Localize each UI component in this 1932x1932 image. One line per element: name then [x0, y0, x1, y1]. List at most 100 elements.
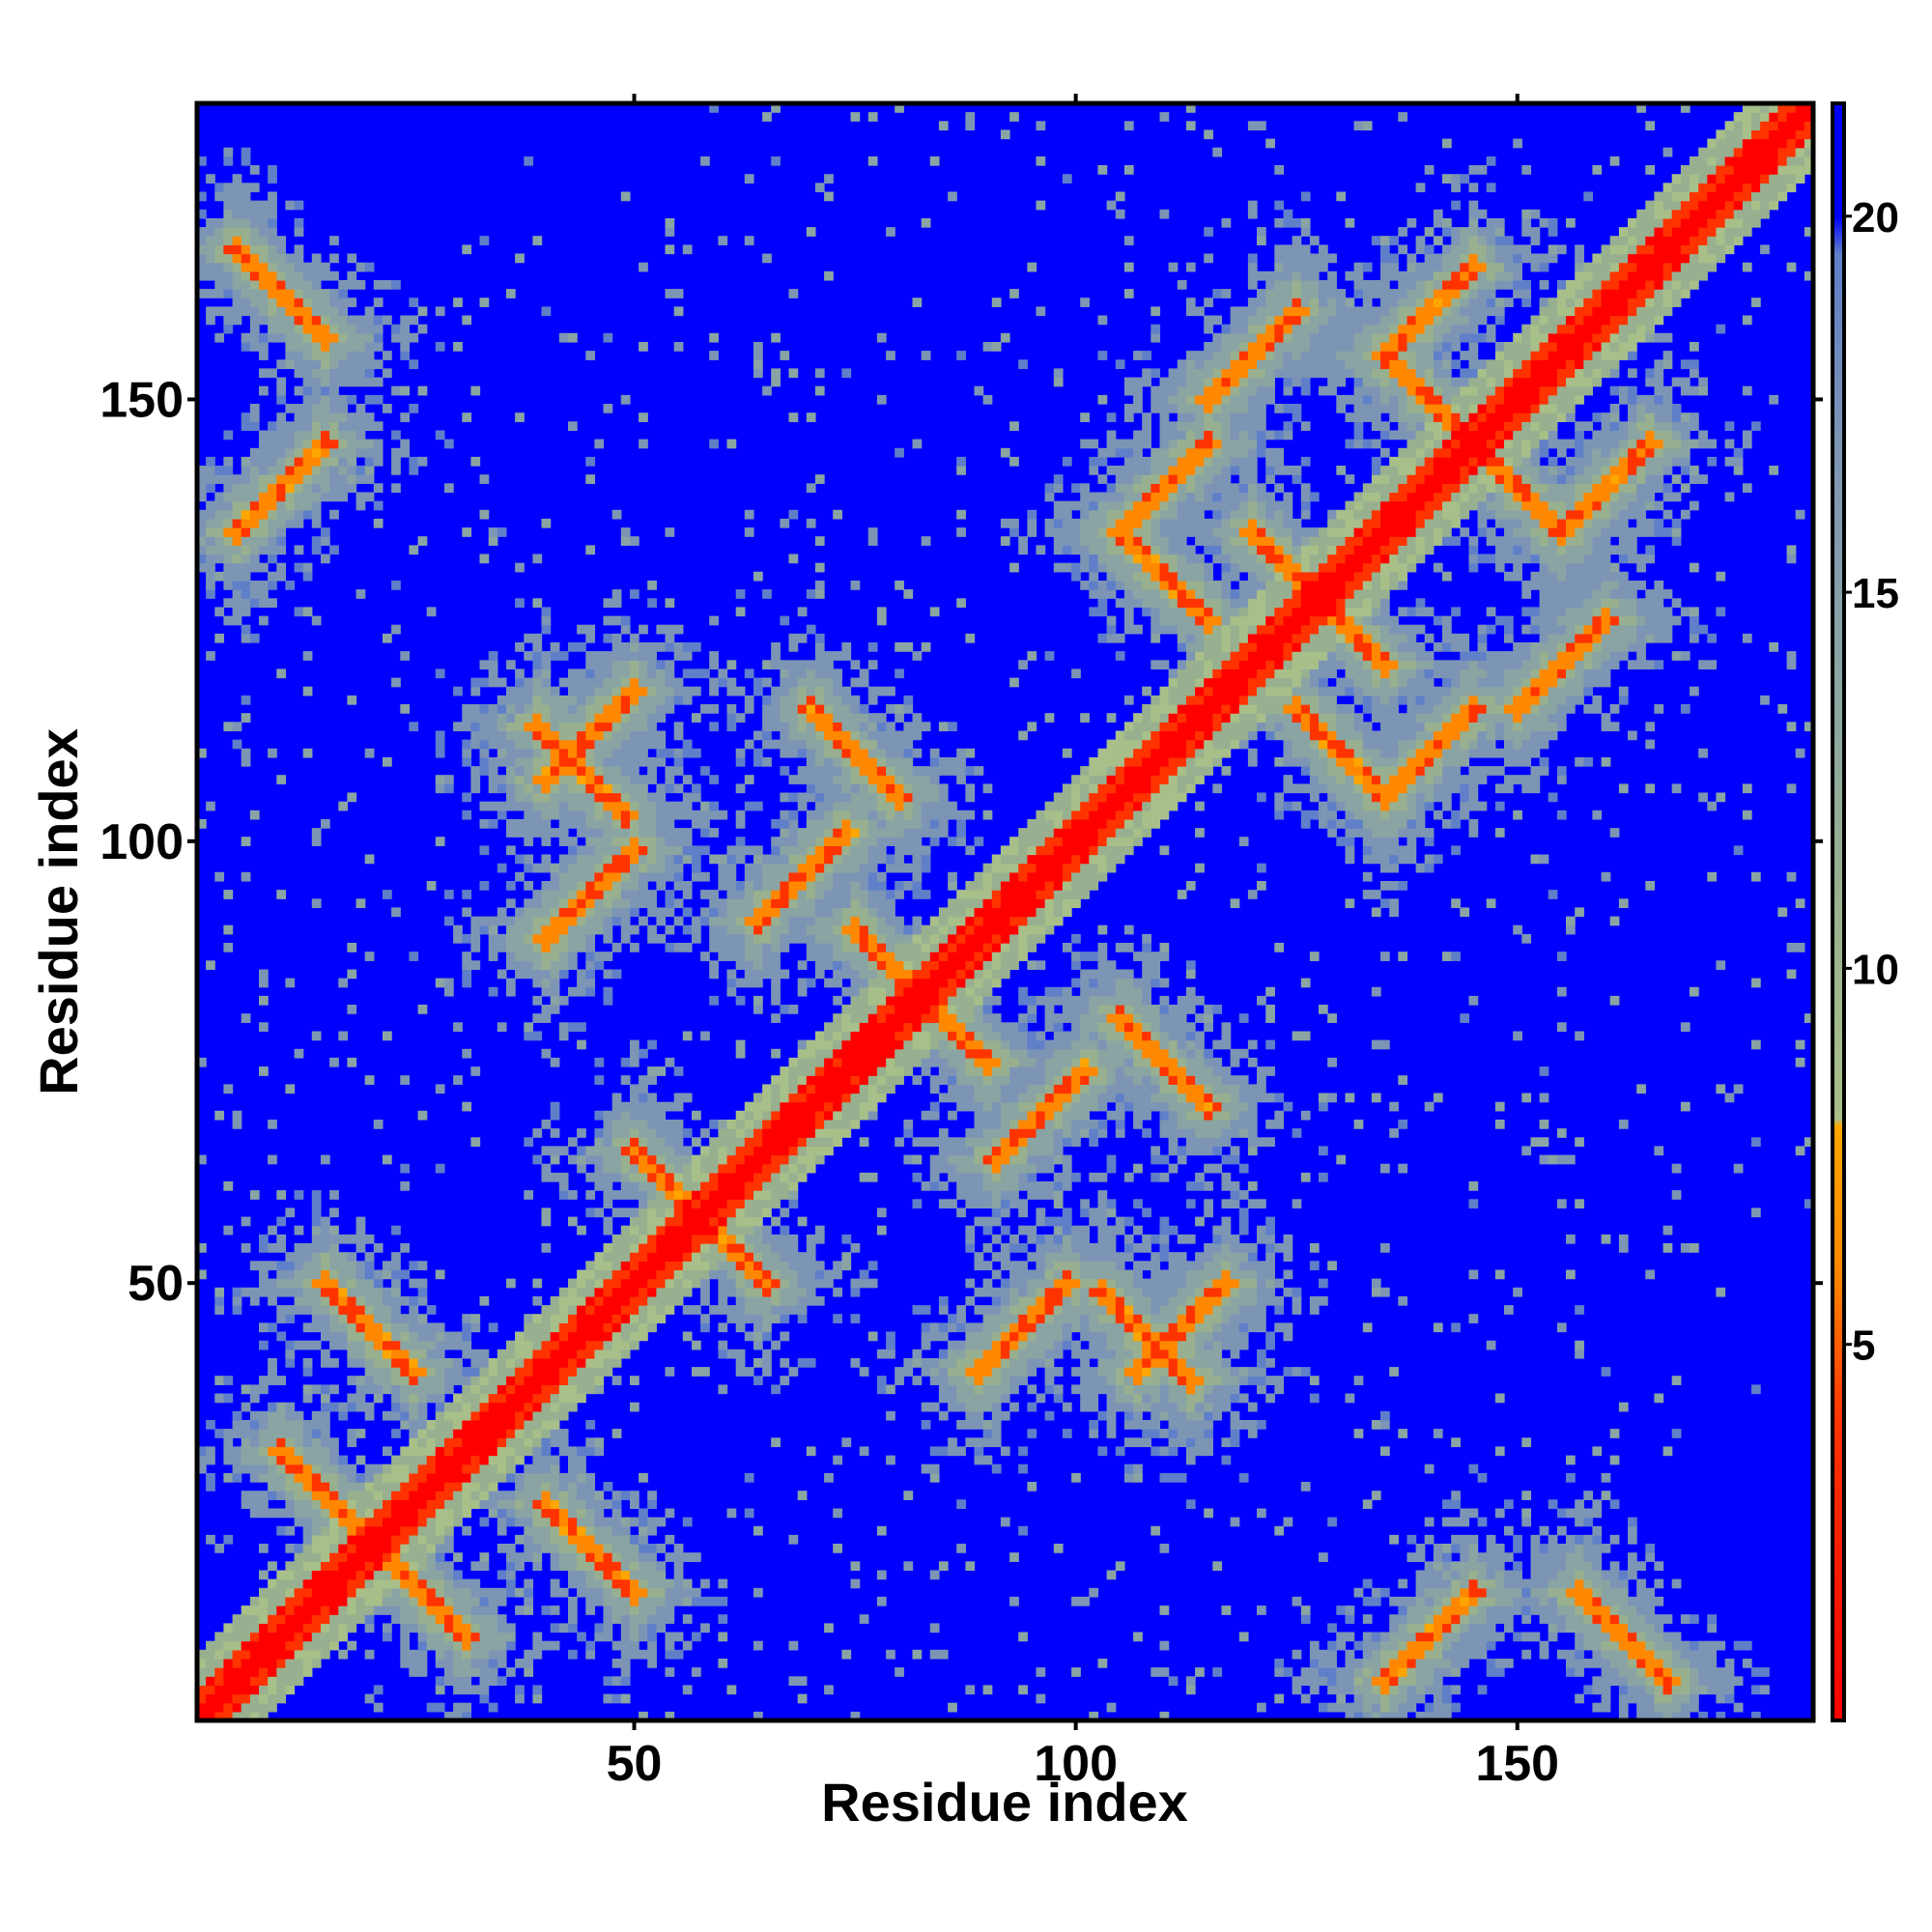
heatmap-cell	[1389, 1685, 1399, 1695]
heatmap-cell	[1618, 1605, 1629, 1615]
heatmap-cell	[1212, 1322, 1223, 1333]
heatmap-cell	[938, 1367, 949, 1377]
heatmap-cell	[400, 651, 411, 661]
heatmap-cell	[1018, 1685, 1028, 1695]
heatmap-cell	[268, 1587, 277, 1598]
heatmap-cell	[1027, 1314, 1037, 1323]
heatmap-cell	[515, 686, 525, 696]
heatmap-cell	[294, 289, 304, 298]
heatmap-cell	[338, 351, 349, 360]
heatmap-cell	[647, 1623, 657, 1634]
heatmap-cell	[311, 1243, 322, 1253]
heatmap-cell	[611, 1534, 622, 1545]
heatmap-cell	[347, 1605, 357, 1615]
heatmap-cell	[1195, 1331, 1205, 1342]
heatmap-cell	[1071, 1305, 1081, 1315]
heatmap-cell	[197, 1057, 207, 1067]
heatmap-cell	[1371, 1287, 1381, 1297]
heatmap-cell	[1513, 1632, 1522, 1642]
heatmap-cell	[276, 394, 287, 405]
heatmap-cell	[1133, 1410, 1143, 1421]
heatmap-cell	[577, 1455, 586, 1465]
heatmap-cell	[1018, 1278, 1028, 1289]
heatmap-cell	[1168, 1376, 1179, 1385]
heatmap-cell	[568, 1578, 578, 1589]
heatmap-cell	[524, 1649, 534, 1660]
heatmap-cell	[338, 439, 349, 449]
heatmap-cell	[524, 1605, 534, 1615]
heatmap-cell	[276, 236, 287, 245]
heatmap-cell	[1433, 1570, 1443, 1580]
heatmap-cell	[577, 624, 586, 635]
heatmap-cell	[321, 1393, 330, 1404]
heatmap-cell	[400, 324, 411, 334]
heatmap-cell	[620, 924, 631, 935]
heatmap-cell	[426, 1578, 437, 1589]
heatmap-cell	[453, 1517, 463, 1527]
heatmap-cell	[347, 1472, 357, 1483]
heatmap-cell	[568, 748, 578, 758]
heatmap-cell	[1539, 1578, 1549, 1589]
heatmap-cell	[347, 332, 357, 343]
heatmap-cell	[585, 1596, 596, 1606]
heatmap-cell	[515, 1561, 525, 1572]
heatmap-cell	[249, 1472, 260, 1483]
heatmap-cell	[630, 1322, 639, 1333]
heatmap-cell	[1353, 1429, 1364, 1438]
heatmap-cell	[444, 1491, 454, 1500]
heatmap-cell	[409, 1446, 419, 1457]
heatmap-cell	[1362, 1614, 1373, 1624]
heatmap-cell	[1009, 1314, 1019, 1323]
heatmap-cell	[1680, 1614, 1690, 1624]
heatmap-cell	[259, 456, 269, 467]
heatmap-cell	[532, 801, 543, 811]
heatmap-cell	[232, 1446, 242, 1457]
heatmap-cell	[1556, 1649, 1567, 1660]
heatmap-cell	[647, 1278, 657, 1289]
heatmap-cell	[223, 270, 234, 281]
heatmap-cell	[259, 1693, 269, 1704]
heatmap-cell	[241, 332, 251, 343]
heatmap-cell	[506, 845, 516, 856]
heatmap-cell	[479, 554, 490, 564]
heatmap-cell	[223, 1702, 234, 1713]
heatmap-cell	[1257, 1376, 1266, 1385]
heatmap-cell	[355, 589, 366, 599]
heatmap-cell	[568, 1331, 578, 1342]
heatmap-cell	[1133, 1463, 1143, 1474]
heatmap-cell	[249, 1605, 260, 1615]
heatmap-cell	[506, 1455, 516, 1465]
heatmap-cell	[311, 1190, 322, 1200]
heatmap-cell	[241, 1632, 251, 1642]
heatmap-cell	[1451, 1685, 1461, 1695]
heatmap-cell	[1274, 1659, 1285, 1668]
heatmap-cell	[788, 1640, 799, 1651]
heatmap-cell	[1575, 1693, 1584, 1704]
heatmap-cell	[259, 466, 269, 475]
heatmap-cell	[550, 1005, 560, 1014]
heatmap-cell	[294, 1587, 304, 1598]
heatmap-cell	[524, 1137, 534, 1148]
heatmap-cell	[1521, 1491, 1532, 1500]
heatmap-cell	[364, 1623, 375, 1634]
heatmap-cell	[285, 1472, 296, 1483]
heatmap-cell	[1424, 1659, 1435, 1668]
heatmap-cell	[294, 359, 304, 370]
heatmap-cell	[241, 536, 251, 546]
heatmap-cell	[620, 1154, 631, 1165]
heatmap-cell	[435, 1367, 445, 1377]
heatmap-cell	[383, 1587, 392, 1598]
heatmap-cell	[806, 1287, 816, 1297]
heatmap-cell	[206, 518, 215, 528]
heatmap-cell	[249, 324, 260, 334]
heatmap-cell	[1494, 1561, 1505, 1572]
heatmap-cell	[268, 1632, 277, 1642]
heatmap-cell	[506, 1632, 516, 1642]
heatmap-cell	[639, 1305, 648, 1315]
heatmap-cell	[550, 801, 560, 811]
heatmap-cell	[1133, 1340, 1143, 1350]
heatmap-cell	[692, 1552, 701, 1562]
heatmap-cell	[479, 1482, 490, 1492]
heatmap-cell	[1583, 1685, 1594, 1695]
heatmap-cell	[611, 783, 622, 794]
